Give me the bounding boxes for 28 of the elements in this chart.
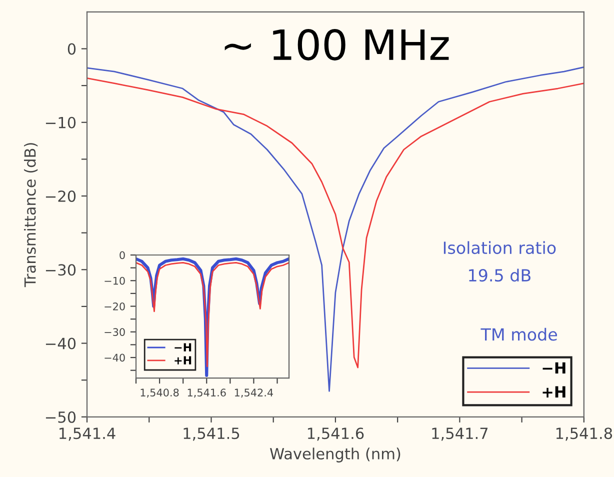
x-axis-title: Wavelength (nm) <box>270 448 400 462</box>
y-tick-label: −10 <box>46 116 76 128</box>
annotation: Isolation ratio 19.5 dB <box>444 241 556 282</box>
x-tick-label: 1,541.7 <box>432 428 488 441</box>
legend-label: +H <box>542 386 566 398</box>
x-tick-label: 1,541.5 <box>184 428 240 441</box>
legend-label: +H <box>174 356 192 364</box>
y-tick-label: −30 <box>104 328 125 336</box>
legend-label: −H <box>174 343 192 352</box>
y-tick-label: 0 <box>68 43 76 55</box>
y-tick-label: −20 <box>46 190 76 202</box>
y-tick-label: −30 <box>46 264 76 276</box>
x-tick-label: 1,541.6 <box>308 428 364 441</box>
x-tick-label: 1,541.6 <box>188 388 226 398</box>
y-tick-label: −50 <box>46 411 76 423</box>
y-tick-label: −40 <box>104 354 125 362</box>
legend-label: −H <box>542 362 566 374</box>
y-tick-label: −40 <box>46 338 76 350</box>
x-tick-label: 1,540.8 <box>140 388 179 398</box>
y-tick-label: −10 <box>104 276 125 285</box>
x-tick-label: 1,542.4 <box>234 388 273 398</box>
annotation: TM mode <box>480 328 557 341</box>
y-tick-label: −20 <box>104 302 125 310</box>
x-tick-label: 1,541.4 <box>60 428 116 441</box>
y-tick-label: 0 <box>120 251 125 260</box>
annotation: ~ 100 MHz <box>224 28 449 60</box>
x-tick-label: 1,541.8 <box>556 428 612 441</box>
y-axis-title: Transmittance (dB) <box>24 143 38 288</box>
